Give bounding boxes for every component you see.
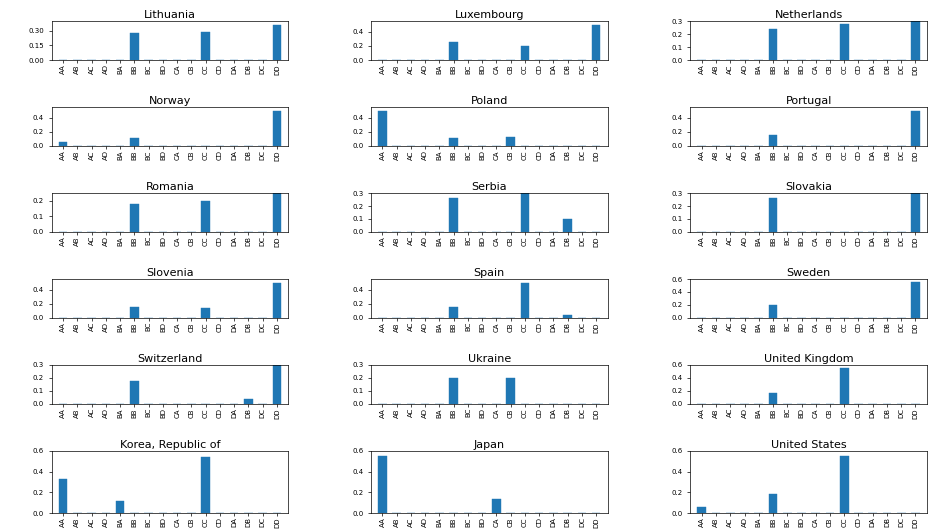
- Title: Luxembourg: Luxembourg: [455, 11, 524, 21]
- Title: Norway: Norway: [149, 96, 191, 106]
- Bar: [854, 60, 863, 61]
- Bar: [102, 146, 110, 147]
- Bar: [897, 60, 905, 61]
- Bar: [102, 60, 110, 61]
- Bar: [726, 146, 735, 147]
- Bar: [201, 32, 210, 60]
- Bar: [520, 46, 529, 60]
- Bar: [578, 60, 586, 61]
- Bar: [911, 193, 919, 232]
- Title: Slovenia: Slovenia: [146, 268, 194, 278]
- Bar: [130, 307, 138, 318]
- Bar: [130, 33, 138, 60]
- Title: Lithuania: Lithuania: [144, 11, 196, 21]
- Title: Poland: Poland: [470, 96, 508, 106]
- Title: Serbia: Serbia: [471, 183, 507, 192]
- Bar: [697, 507, 706, 513]
- Bar: [506, 378, 515, 404]
- Title: Japan: Japan: [473, 440, 505, 450]
- Bar: [116, 500, 124, 513]
- Bar: [911, 111, 919, 146]
- Bar: [592, 25, 600, 60]
- Bar: [450, 42, 458, 60]
- Bar: [450, 138, 458, 146]
- Bar: [273, 25, 281, 60]
- Bar: [450, 307, 458, 318]
- Bar: [769, 495, 777, 513]
- Title: Sweden: Sweden: [787, 268, 831, 278]
- Title: Portugal: Portugal: [786, 96, 832, 106]
- Bar: [769, 29, 777, 60]
- Bar: [840, 24, 849, 60]
- Bar: [911, 282, 919, 318]
- Bar: [88, 513, 96, 514]
- Bar: [697, 232, 706, 233]
- Bar: [534, 60, 544, 61]
- Bar: [911, 21, 919, 60]
- Bar: [273, 333, 281, 404]
- Bar: [506, 137, 515, 146]
- Bar: [273, 188, 281, 232]
- Bar: [840, 368, 849, 404]
- Bar: [478, 60, 486, 61]
- Title: United Kingdom: United Kingdom: [764, 354, 853, 364]
- Title: United States: United States: [771, 440, 847, 450]
- Bar: [783, 60, 791, 61]
- Title: Slovakia: Slovakia: [785, 183, 832, 192]
- Bar: [564, 315, 572, 318]
- Bar: [215, 60, 224, 61]
- Title: Spain: Spain: [473, 268, 505, 278]
- Bar: [88, 146, 96, 147]
- Bar: [201, 308, 210, 318]
- Bar: [273, 282, 281, 318]
- Bar: [201, 457, 210, 513]
- Bar: [564, 219, 572, 232]
- Title: Netherlands: Netherlands: [774, 11, 843, 21]
- Bar: [769, 305, 777, 318]
- Bar: [102, 404, 110, 405]
- Title: Korea, Republic of: Korea, Republic of: [120, 440, 220, 450]
- Bar: [421, 232, 429, 233]
- Bar: [520, 282, 529, 318]
- Bar: [244, 399, 252, 404]
- Bar: [450, 378, 458, 404]
- Bar: [59, 479, 68, 513]
- Bar: [130, 204, 138, 232]
- Bar: [450, 198, 458, 232]
- Bar: [769, 394, 777, 404]
- Title: Romania: Romania: [146, 183, 195, 192]
- Bar: [769, 198, 777, 232]
- Bar: [59, 142, 68, 146]
- Bar: [378, 111, 387, 146]
- Bar: [769, 135, 777, 146]
- Bar: [130, 380, 138, 404]
- Bar: [273, 111, 281, 146]
- Bar: [492, 499, 501, 513]
- Title: Ukraine: Ukraine: [468, 354, 511, 364]
- Title: Switzerland: Switzerland: [137, 354, 202, 364]
- Bar: [378, 456, 387, 513]
- Bar: [130, 138, 138, 146]
- Bar: [201, 201, 210, 232]
- Bar: [421, 404, 429, 405]
- Bar: [840, 456, 849, 513]
- Bar: [520, 193, 529, 232]
